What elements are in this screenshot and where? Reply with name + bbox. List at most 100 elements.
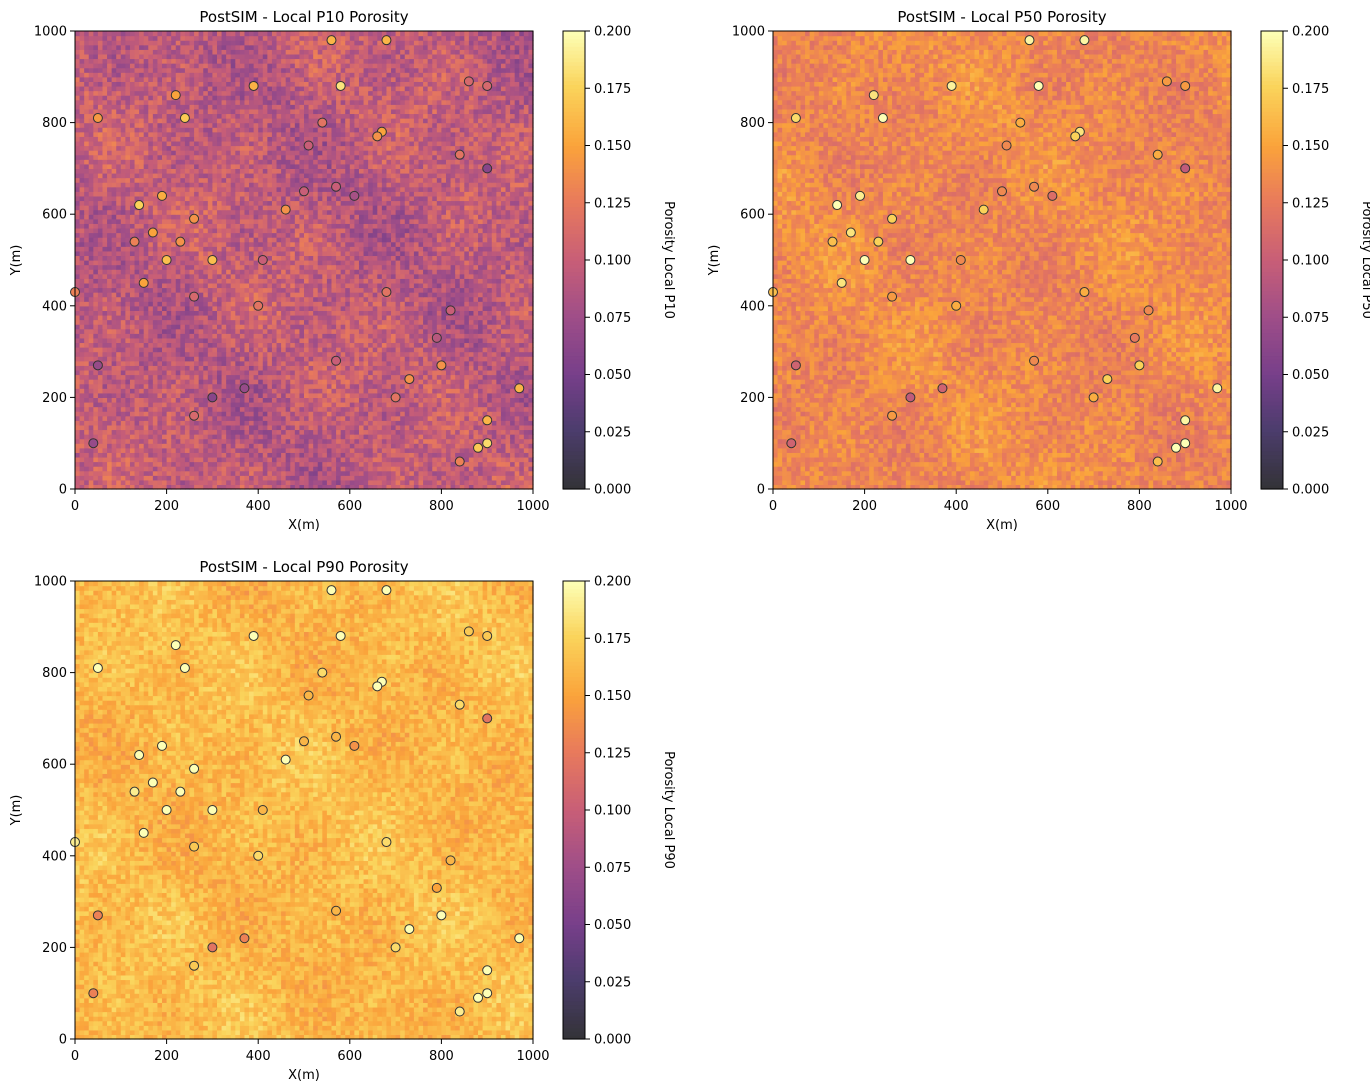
heatmap-cell (235, 269, 241, 275)
heatmap-cell (340, 347, 346, 353)
heatmap-cell (326, 296, 333, 302)
heatmap-cell (75, 305, 81, 311)
heatmap-cell (107, 411, 113, 417)
heatmap-cell (102, 292, 108, 298)
heatmap-cell (75, 337, 81, 344)
heatmap-cell (134, 475, 140, 481)
heatmap-cell (157, 383, 163, 389)
heatmap-cell (409, 273, 415, 279)
heatmap-cell (459, 292, 465, 298)
heatmap-cell (134, 356, 140, 362)
heatmap-cell (372, 324, 378, 330)
heatmap-cell (317, 273, 323, 279)
heatmap-cell (308, 324, 314, 330)
heatmap-cell (171, 379, 177, 385)
heatmap-cell (102, 452, 108, 458)
heatmap-cell (276, 392, 282, 398)
heatmap-cell (322, 392, 328, 398)
heatmap-cell (368, 314, 374, 321)
heatmap-cell (459, 420, 465, 426)
heatmap-cell (427, 360, 433, 366)
heatmap-cell (157, 369, 163, 376)
heatmap-cell (345, 310, 351, 316)
heatmap-cell (79, 484, 85, 490)
heatmap-cell (157, 397, 163, 403)
heatmap-cell (395, 374, 401, 380)
heatmap-cell (271, 278, 278, 284)
heatmap-cell (505, 406, 511, 412)
heatmap-cell (464, 324, 470, 330)
heatmap-cell (75, 447, 81, 453)
heatmap-cell (226, 365, 232, 371)
heatmap-cell (294, 337, 301, 344)
heatmap-cell (75, 278, 81, 284)
heatmap-cell (258, 324, 264, 330)
heatmap-cell (175, 319, 181, 325)
heatmap-cell (464, 269, 470, 275)
heatmap-cell (326, 351, 333, 357)
heatmap-cell (216, 379, 223, 385)
heatmap-cell (336, 337, 342, 344)
heatmap-cell (285, 319, 291, 325)
heatmap-cell (271, 424, 278, 431)
heatmap-cell (79, 333, 85, 339)
heatmap-cell (239, 324, 246, 330)
heatmap-cell (400, 434, 406, 440)
heatmap-cell (212, 479, 218, 486)
heatmap-cell (143, 447, 149, 453)
heatmap-cell (523, 287, 530, 293)
heatmap-cell (84, 452, 90, 458)
heatmap-cell (267, 310, 273, 316)
heatmap-cell (239, 438, 246, 444)
heatmap-cell (510, 342, 516, 348)
heatmap-cell (175, 456, 181, 463)
heatmap-cell (418, 305, 424, 311)
heatmap-cell (162, 415, 168, 421)
heatmap-cell (308, 310, 314, 316)
heatmap-cell (391, 383, 397, 389)
heatmap-cell (317, 406, 323, 412)
heatmap-cell (391, 301, 397, 307)
heatmap-cell (88, 475, 94, 481)
heatmap-cell (253, 379, 259, 385)
heatmap-cell (304, 369, 310, 376)
heatmap-cell (418, 347, 424, 353)
heatmap-cell (258, 264, 264, 270)
heatmap-cell (134, 411, 140, 417)
heatmap-cell (441, 342, 447, 348)
heatmap-cell (107, 434, 113, 440)
heatmap-cell (505, 438, 511, 444)
heatmap-cell (294, 360, 301, 366)
heatmap-cell (120, 305, 126, 311)
heatmap-cell (487, 484, 493, 490)
heatmap-cell (400, 351, 406, 357)
heatmap-cell (239, 292, 246, 298)
heatmap-cell (354, 360, 360, 366)
heatmap-cell (175, 347, 181, 353)
heatmap-cell (253, 411, 259, 417)
heatmap-cell (221, 365, 227, 371)
heatmap-cell (244, 452, 250, 458)
heatmap-cell (478, 365, 484, 371)
heatmap-cell (212, 264, 218, 270)
heatmap-cell (84, 365, 90, 371)
heatmap-cell (345, 260, 351, 266)
heatmap-cell (290, 447, 296, 453)
heatmap-cell (262, 379, 268, 385)
heatmap-cell (345, 278, 351, 284)
heatmap-cell (194, 388, 200, 394)
heatmap-cell (239, 443, 246, 449)
heatmap-cell (519, 347, 525, 353)
heatmap-cell (427, 397, 433, 403)
heatmap-cell (189, 328, 195, 334)
heatmap-cell (500, 282, 507, 289)
heatmap-cell (262, 438, 268, 444)
heatmap-cell (418, 319, 424, 325)
heatmap-cell (404, 475, 410, 481)
heatmap-cell (175, 356, 181, 362)
heatmap-cell (299, 401, 305, 408)
heatmap-cell (244, 369, 250, 376)
heatmap-cell (129, 260, 136, 266)
heatmap-cell (349, 319, 355, 325)
heatmap-cell (125, 479, 131, 486)
